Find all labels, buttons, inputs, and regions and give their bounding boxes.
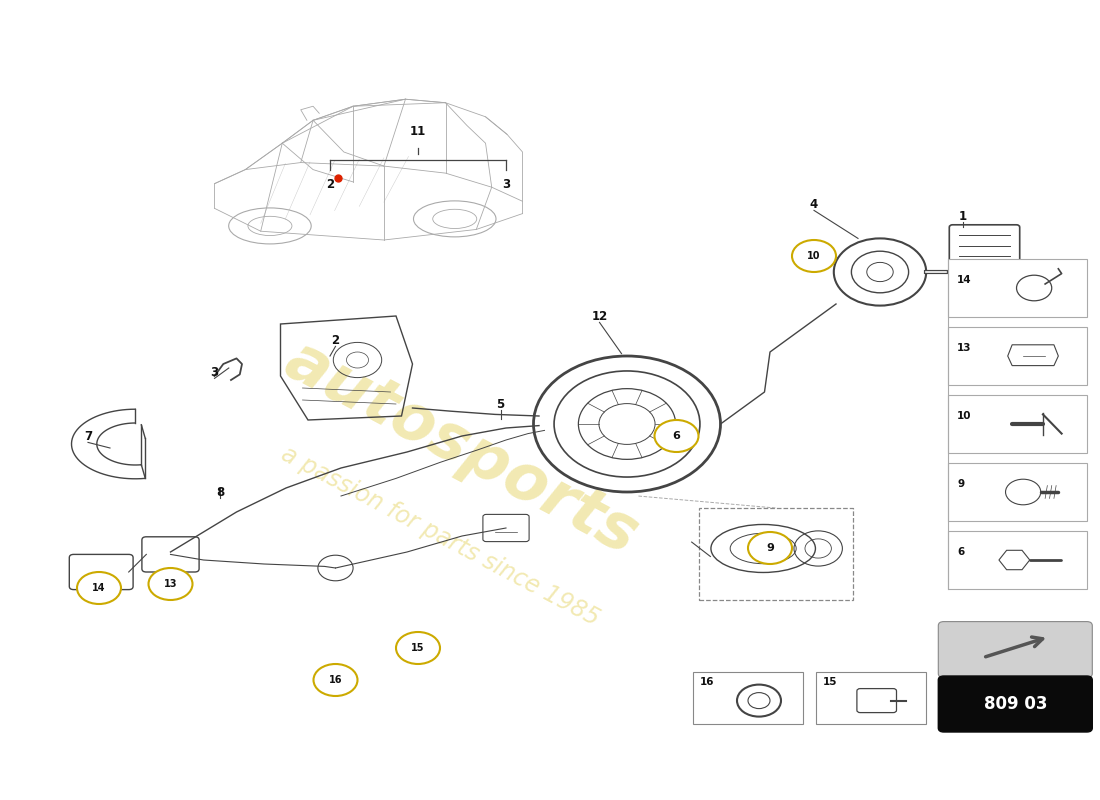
FancyBboxPatch shape [948, 259, 1087, 317]
Circle shape [314, 664, 358, 696]
Text: 15: 15 [823, 677, 837, 686]
Text: 16: 16 [329, 675, 342, 685]
Circle shape [77, 572, 121, 604]
FancyBboxPatch shape [938, 676, 1092, 732]
Text: autosports: autosports [275, 329, 649, 567]
Text: 13: 13 [957, 343, 971, 353]
Circle shape [748, 532, 792, 564]
Text: 5: 5 [496, 398, 505, 410]
Text: 1: 1 [958, 210, 967, 222]
Text: 6: 6 [672, 431, 681, 441]
Text: 3: 3 [502, 178, 510, 190]
Circle shape [654, 420, 698, 452]
FancyBboxPatch shape [693, 672, 803, 724]
FancyBboxPatch shape [948, 463, 1087, 521]
Text: 4: 4 [810, 198, 818, 210]
Text: a passion for parts since 1985: a passion for parts since 1985 [277, 442, 603, 630]
Text: 2: 2 [326, 178, 334, 190]
Circle shape [396, 632, 440, 664]
FancyBboxPatch shape [948, 327, 1087, 385]
Text: 6: 6 [957, 547, 965, 557]
FancyBboxPatch shape [938, 622, 1092, 678]
Circle shape [792, 240, 836, 272]
Text: 3: 3 [210, 366, 219, 378]
Text: 9: 9 [957, 479, 964, 489]
FancyBboxPatch shape [816, 672, 926, 724]
Text: 15: 15 [411, 643, 425, 653]
Text: 8: 8 [216, 486, 224, 498]
Text: 2: 2 [331, 334, 340, 346]
Text: 14: 14 [957, 275, 971, 285]
FancyBboxPatch shape [698, 508, 852, 600]
Text: 9: 9 [766, 543, 774, 553]
Circle shape [148, 568, 192, 600]
Text: 10: 10 [957, 411, 971, 421]
Text: 16: 16 [700, 677, 714, 686]
Text: 13: 13 [164, 579, 177, 589]
FancyBboxPatch shape [948, 395, 1087, 453]
FancyBboxPatch shape [948, 531, 1087, 589]
Text: 7: 7 [84, 430, 92, 442]
Text: 11: 11 [410, 126, 426, 138]
Text: 14: 14 [92, 583, 106, 593]
Text: 12: 12 [592, 310, 607, 322]
Text: 809 03: 809 03 [983, 695, 1047, 713]
Text: 10: 10 [807, 251, 821, 261]
